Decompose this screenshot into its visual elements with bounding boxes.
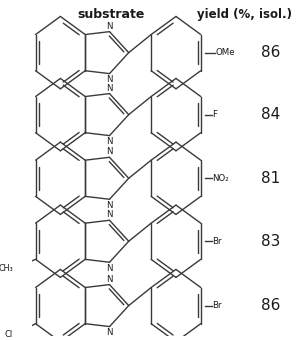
Text: Cl: Cl [5,330,13,339]
Text: OMe: OMe [216,48,235,57]
Text: N: N [106,264,113,273]
Text: yield (%, isol.): yield (%, isol.) [197,8,292,21]
Text: 81: 81 [261,171,280,186]
Text: N: N [106,201,113,209]
Text: N: N [106,22,112,31]
Text: CH₃: CH₃ [0,264,13,273]
Text: 84: 84 [261,107,280,122]
Text: Br: Br [213,237,222,246]
Text: N: N [106,84,112,92]
Text: N: N [106,147,112,156]
Text: F: F [213,110,218,119]
Text: 86: 86 [261,45,280,60]
Text: NO₂: NO₂ [213,174,229,183]
Text: N: N [106,137,113,146]
Text: Br: Br [213,301,222,310]
Text: substrate: substrate [78,8,145,21]
Text: N: N [106,328,113,337]
Text: N: N [106,210,112,219]
Text: 83: 83 [261,234,280,249]
Text: N: N [106,75,113,84]
Text: 86: 86 [261,298,280,313]
Text: N: N [106,275,112,284]
